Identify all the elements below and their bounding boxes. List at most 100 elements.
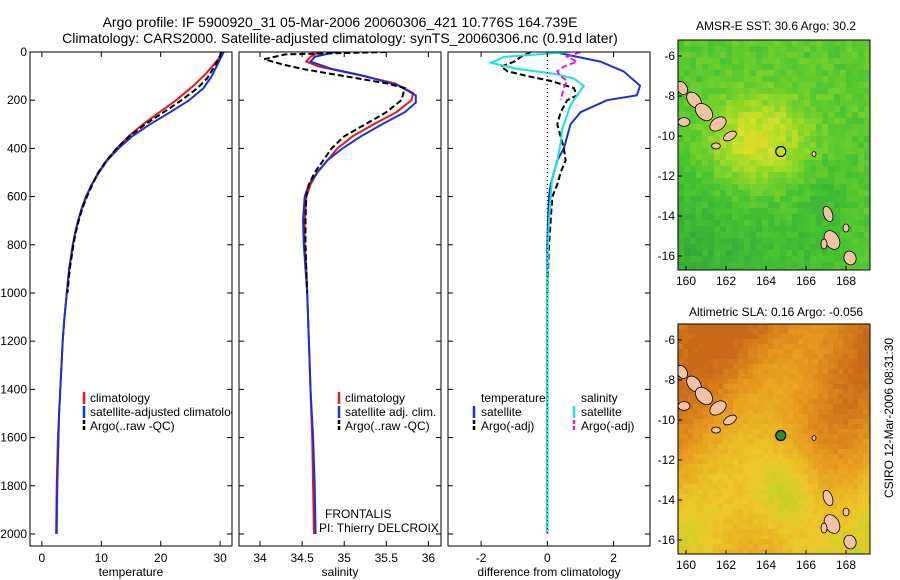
sla_map-cell: [788, 509, 794, 515]
sla_map-cell: [743, 479, 749, 485]
sst_map-cell: [828, 52, 835, 59]
sst_map-cell: [852, 94, 859, 101]
sla_map-cell: [688, 534, 694, 540]
sla_map-cell: [803, 469, 809, 475]
sla_map-cell: [678, 514, 684, 520]
sst_map-cell: [762, 130, 769, 137]
sla_map-cell: [683, 479, 689, 485]
sla_map-cell: [778, 419, 784, 425]
sla_map-cell: [783, 544, 789, 550]
sst_map-cell: [804, 190, 811, 197]
sst_map-cell: [828, 112, 835, 119]
sst_map-cell: [804, 238, 811, 245]
sla_map-cell: [708, 384, 714, 390]
sst_map-cell: [792, 124, 799, 131]
sst_map-cell: [750, 118, 757, 125]
sla_map-cell: [753, 529, 759, 535]
sla_map-cell: [793, 529, 799, 535]
header-line-1: Argo profile: IF 5900920_31 05-Mar-2006 …: [103, 14, 578, 30]
sla_map-cell: [748, 474, 754, 480]
sst_map-cell: [804, 178, 811, 185]
sst_map-cell: [864, 94, 870, 101]
sst_map-cell: [780, 262, 787, 269]
sst_map-cell: [732, 172, 739, 179]
sla_map-cell: [813, 534, 819, 540]
sst_map-cell: [726, 220, 733, 227]
sst_map-cell: [852, 112, 859, 119]
difference-axes-frame: [447, 51, 651, 547]
sla_map-cell: [778, 334, 784, 340]
sst_map-cell: [762, 94, 769, 101]
sst_map-cell: [708, 160, 715, 167]
sst_map-cell: [840, 64, 847, 71]
sla_map-cell: [838, 399, 844, 405]
sla_map-cell: [738, 419, 744, 425]
sla_map-cell: [768, 459, 774, 465]
sla_map-cell: [738, 484, 744, 490]
sla_map-cell: [803, 509, 809, 515]
sla_map-cell: [738, 524, 744, 530]
sla_map-cell: [708, 539, 714, 545]
sla_map-cell: [833, 464, 839, 470]
sla_map-cell: [818, 384, 824, 390]
sla_map-cell: [838, 534, 844, 540]
sla_map-cell: [838, 329, 844, 335]
sst_map-cell: [744, 136, 751, 143]
sst_map-cell: [726, 40, 733, 47]
sst_map-cell: [738, 184, 745, 191]
sla_map-cell: [818, 454, 824, 460]
sst_map-cell: [810, 106, 817, 113]
sst_map-cell: [786, 154, 793, 161]
sla_map-cell: [823, 324, 829, 330]
sst_map-cell: [732, 184, 739, 191]
sst_map-cell: [714, 196, 721, 203]
sla_map-cell: [743, 484, 749, 490]
sst_map-cell: [828, 46, 835, 53]
sst_map-cell: [684, 40, 691, 47]
sst_map-cell: [714, 238, 721, 245]
sst_map-cell: [744, 46, 751, 53]
sla_map-cell: [778, 464, 784, 470]
sst_map-cell: [702, 268, 709, 270]
sla_map-cell: [843, 414, 849, 420]
sla_map-cell: [838, 364, 844, 370]
sst_map-cell: [714, 184, 721, 191]
sst_map-cell: [840, 190, 847, 197]
sla_map-cell: [778, 374, 784, 380]
sla_map-cell: [833, 439, 839, 445]
temperature-legend: climatology satellite-adjusted climatolo…: [82, 391, 232, 433]
sla_map-cell: [778, 379, 784, 385]
sla_map-cell: [783, 404, 789, 410]
sst_map-cell: [720, 178, 727, 185]
sst_map-cell: [822, 130, 829, 137]
sla_map-cell: [783, 469, 789, 475]
sst_map-cell: [690, 142, 697, 149]
sst_map-cell: [816, 262, 823, 269]
sst_map-cell: [840, 244, 847, 251]
sst_map-cell: [726, 184, 733, 191]
sst_map-cell: [702, 76, 709, 83]
sla_map-cell: [718, 394, 724, 400]
sst_map-cell: [738, 100, 745, 107]
sla_map-cell: [828, 399, 834, 405]
sla_map-cell: [758, 394, 764, 400]
sla_map-cell: [823, 539, 829, 545]
sst_map-cell: [774, 58, 781, 65]
sla_map-cell: [763, 379, 769, 385]
sst_map-cell: [780, 214, 787, 221]
sst_map-cell: [816, 154, 823, 161]
sla_map-cell: [728, 394, 734, 400]
sla_map-cell: [718, 524, 724, 530]
sst_map-cell: [762, 250, 769, 257]
sst_map-cell: [768, 184, 775, 191]
sst_map-cell: [792, 52, 799, 59]
sla_map-cell: [778, 329, 784, 335]
sla_map-cell: [703, 539, 709, 545]
sst_map-cell: [798, 40, 805, 47]
sla_map-cell: [763, 384, 769, 390]
sla_map-cell: [688, 444, 694, 450]
sst_map-cell: [750, 262, 757, 269]
sst_map-cell: [816, 130, 823, 137]
sst_map-cell: [708, 196, 715, 203]
sla_map-cell: [743, 434, 749, 440]
